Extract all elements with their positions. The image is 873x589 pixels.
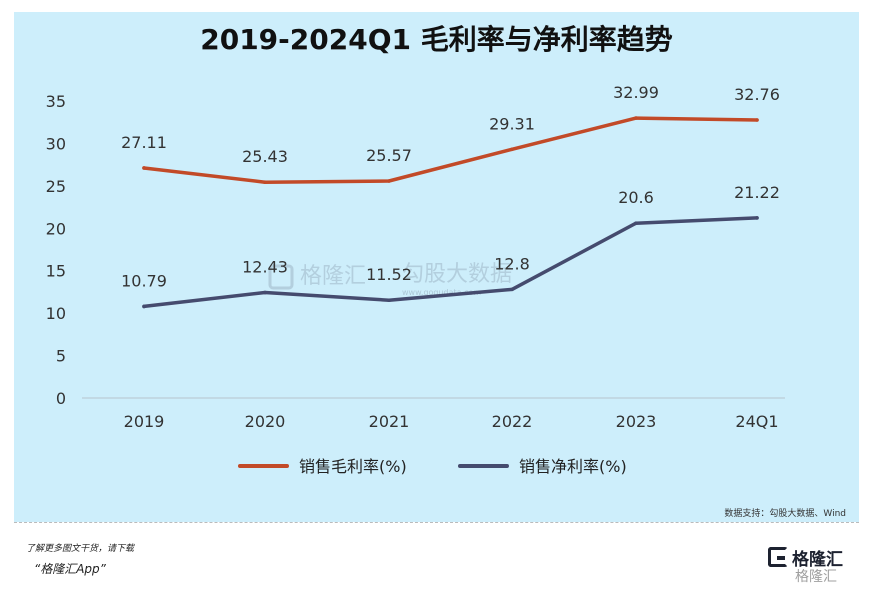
data-label: 12.43 xyxy=(242,258,288,277)
y-tick-label: 30 xyxy=(46,134,66,153)
footer-download-prompt: 了解更多图文干货，请下载 xyxy=(26,544,135,554)
source-note: 数据支持：勾股大数据、Wind xyxy=(724,507,846,519)
data-label: 10.79 xyxy=(121,271,167,290)
y-tick-label: 10 xyxy=(46,304,66,323)
brand-g-icon xyxy=(768,547,788,567)
x-tick-label: 2020 xyxy=(245,412,286,431)
data-label: 12.8 xyxy=(494,254,530,273)
data-label: 29.31 xyxy=(489,114,535,133)
y-tick-label: 0 xyxy=(56,389,66,408)
data-label: 11.52 xyxy=(366,265,412,284)
y-tick-label: 5 xyxy=(56,347,66,366)
data-label: 32.76 xyxy=(734,85,780,104)
x-tick-label: 2021 xyxy=(369,412,410,431)
corner-watermark: 格隆汇 xyxy=(795,569,837,585)
legend-label: 销售净利率(%) xyxy=(519,457,627,476)
x-tick-label: 2023 xyxy=(616,412,657,431)
data-label: 20.6 xyxy=(618,188,654,207)
y-tick-label: 25 xyxy=(46,177,66,196)
watermark-brand: 格隆汇 xyxy=(300,264,366,289)
data-point xyxy=(387,298,391,303)
data-label: 25.43 xyxy=(242,147,288,166)
brand-name: 格隆汇 xyxy=(792,549,843,570)
data-point xyxy=(263,290,267,295)
data-label: 27.11 xyxy=(121,133,167,152)
y-tick-label: 20 xyxy=(46,219,66,238)
brand-logo: 格隆汇 xyxy=(768,546,858,570)
data-label: 21.22 xyxy=(734,183,780,202)
data-point xyxy=(387,179,391,183)
footer-app-name: “格隆汇App” xyxy=(34,562,106,576)
watermark-icon xyxy=(268,264,294,290)
data-label: 25.57 xyxy=(366,146,412,165)
data-point xyxy=(755,118,759,122)
y-tick-label: 35 xyxy=(46,92,66,111)
watermark-url: www.gogudata.com xyxy=(402,288,481,297)
legend-label: 销售毛利率(%) xyxy=(299,457,407,476)
data-point xyxy=(510,287,514,292)
x-tick-label: 2019 xyxy=(124,412,165,431)
x-tick-label: 24Q1 xyxy=(735,412,778,431)
watermark-name: 勾股大数据 xyxy=(402,262,512,287)
data-point xyxy=(755,216,759,220)
data-point xyxy=(142,304,146,309)
series-line xyxy=(142,216,759,309)
data-label: 32.99 xyxy=(613,83,659,102)
data-point xyxy=(263,180,267,185)
data-point xyxy=(634,116,638,120)
data-point xyxy=(634,221,638,225)
series-line xyxy=(142,116,759,184)
chart-title: 2019-2024Q1 毛利率与净利率趋势 xyxy=(200,23,673,56)
x-tick-label: 2022 xyxy=(492,412,533,431)
chart-panel xyxy=(14,12,859,522)
data-point xyxy=(510,147,514,152)
y-tick-label: 15 xyxy=(46,262,66,281)
data-point xyxy=(142,166,146,170)
footer-divider xyxy=(14,522,859,523)
